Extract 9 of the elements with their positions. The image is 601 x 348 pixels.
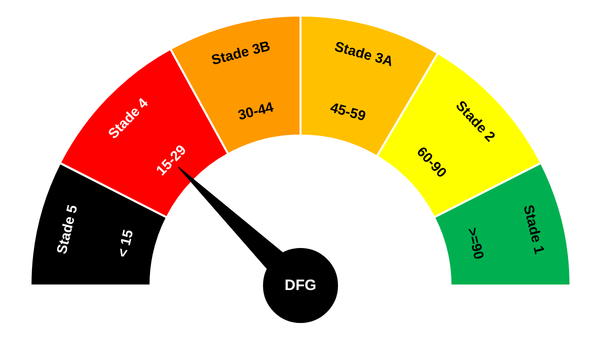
text: Stade 5 [53,203,80,256]
text: DFG [284,277,316,294]
slice-label: 45-59 [328,98,368,124]
text: Stade 1 [520,203,548,256]
slice-label: 30-44 [236,98,276,123]
text: Stade 3A [332,38,395,70]
slice-label: < 15 [114,228,136,259]
slice-label: >=90 [464,226,488,261]
text: Stade 3B [210,37,272,68]
